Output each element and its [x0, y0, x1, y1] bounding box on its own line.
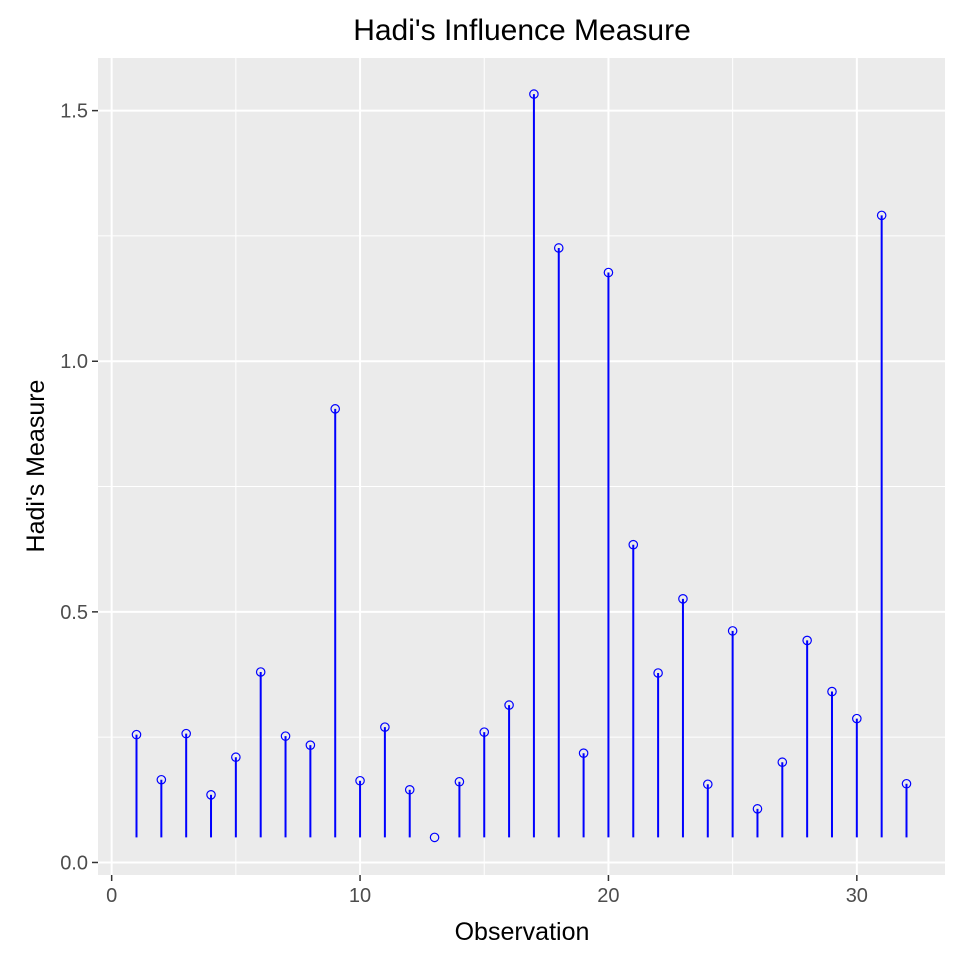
data-point — [827, 686, 837, 697]
y-tick-label: 0.0 — [60, 852, 88, 874]
data-point — [429, 832, 440, 843]
y-tick-label: 0.5 — [60, 602, 88, 624]
data-point — [628, 539, 639, 550]
data-point — [777, 757, 788, 768]
data-point — [380, 722, 390, 732]
data-point — [454, 776, 465, 787]
data-point — [727, 626, 738, 636]
data-point — [578, 748, 589, 759]
x-tick-label: 20 — [597, 885, 619, 907]
data-point — [131, 729, 142, 740]
data-point — [231, 752, 241, 763]
y-axis-title: Hadi's Measure — [22, 380, 50, 553]
data-point — [653, 668, 663, 678]
data-point — [852, 713, 862, 724]
data-point — [330, 404, 341, 414]
data-point — [901, 778, 912, 789]
x-tick-label: 0 — [106, 885, 117, 907]
data-point — [876, 210, 887, 221]
data-point — [802, 635, 812, 646]
data-point — [553, 243, 564, 253]
x-tick-label: 30 — [846, 885, 868, 907]
x-tick-label: 10 — [349, 885, 371, 907]
y-tick-label: 1.0 — [60, 351, 88, 373]
data-point — [305, 740, 316, 750]
data-point — [678, 594, 688, 604]
data-point — [181, 728, 191, 739]
data-point — [603, 267, 614, 278]
data-point — [206, 790, 216, 800]
data-point — [702, 779, 713, 790]
data-point — [504, 700, 514, 710]
data-point — [355, 775, 365, 786]
data-point — [404, 784, 415, 795]
data-point — [752, 804, 763, 814]
x-axis-title: Observation — [455, 918, 590, 946]
y-axis: 0.0 0.5 1.0 1.5 — [60, 101, 98, 874]
data-point — [479, 727, 490, 737]
chart-title: Hadi's Influence Measure — [353, 14, 691, 47]
grid-minor — [98, 58, 945, 875]
data-point — [255, 667, 266, 677]
y-tick-label: 1.5 — [60, 101, 88, 123]
data-point — [529, 89, 539, 99]
points — [131, 89, 912, 843]
data-point — [280, 731, 291, 741]
data-point — [156, 774, 167, 785]
x-axis: 0 10 20 30 — [106, 875, 868, 907]
plot-panel — [98, 58, 945, 875]
